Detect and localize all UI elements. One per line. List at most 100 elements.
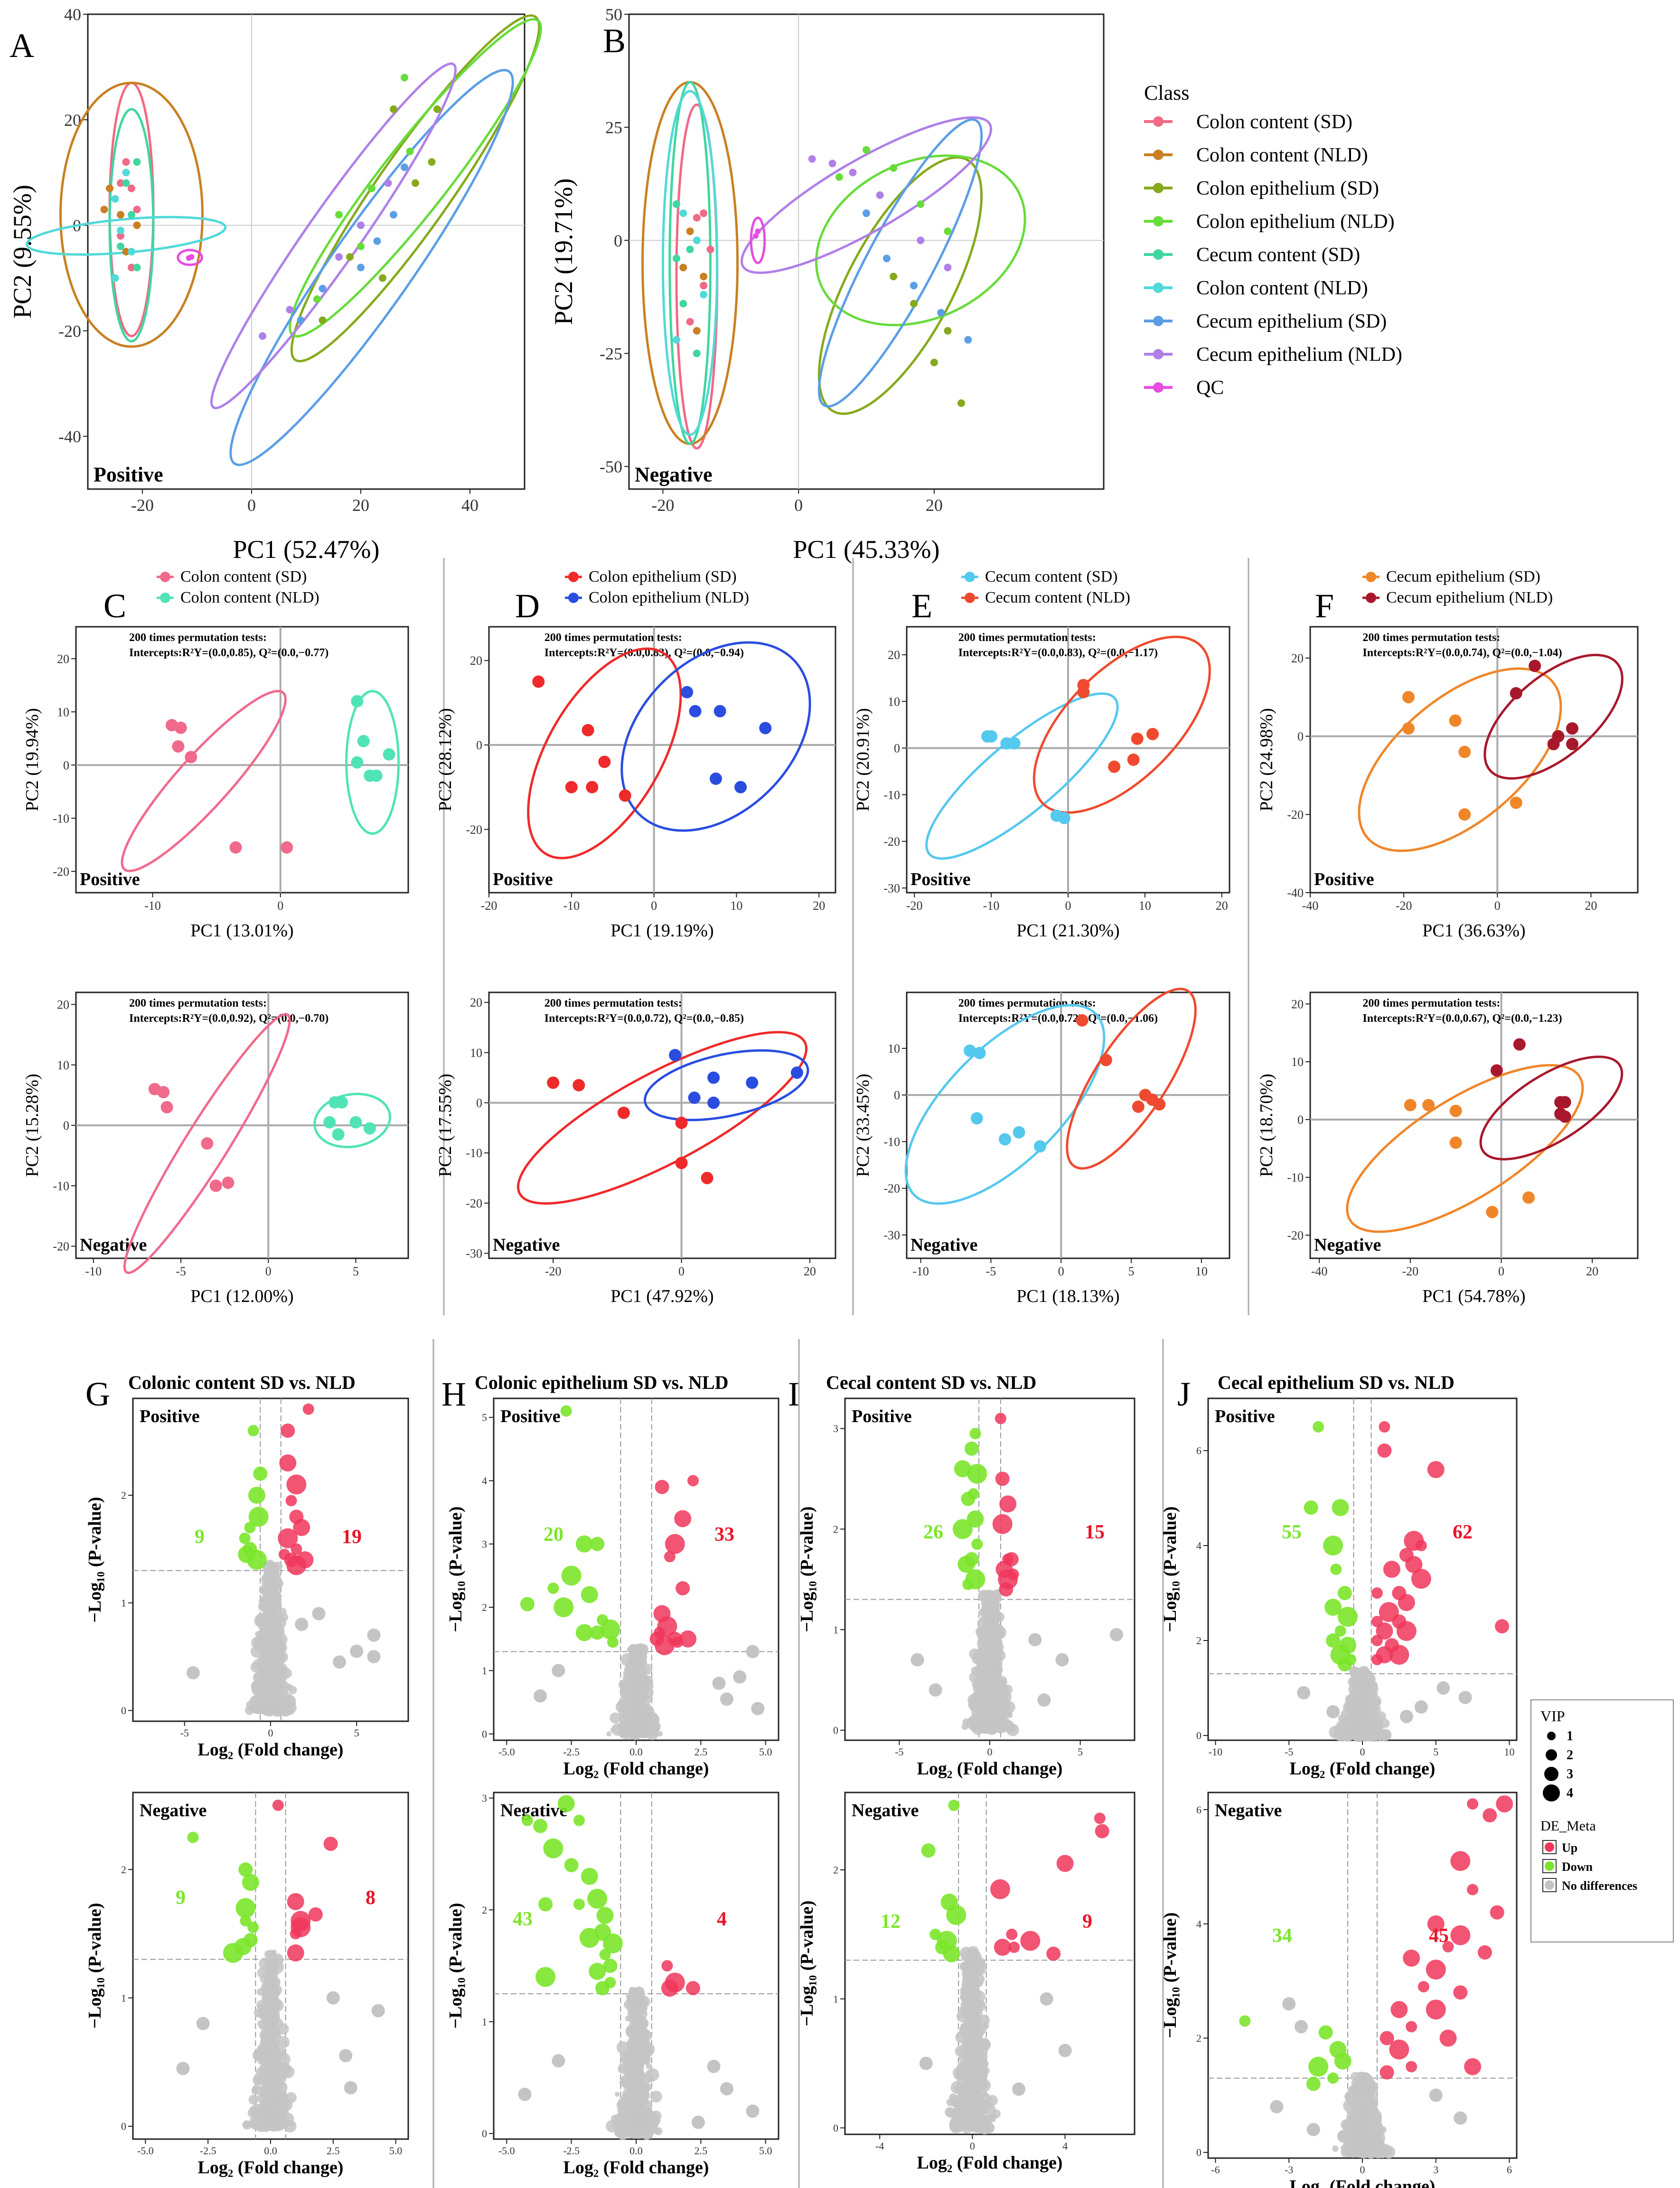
confidence-ellipse	[123, 1013, 291, 1274]
up-point	[995, 1471, 1010, 1486]
legend-item-label: Cecum content (NLD)	[985, 589, 1130, 606]
nodiff-point	[746, 1645, 760, 1659]
x-tick-label: 0.0	[629, 1746, 643, 1758]
mode-label: Negative	[493, 1235, 560, 1255]
plot-frame	[844, 1792, 1136, 2135]
nodiff-point	[270, 2031, 278, 2039]
plot-panel-volcano-13: -5.0 -2.5 0.0 2.5 5.0 0 1 2 3 Log₂ (Fold change) −…	[446, 1792, 779, 2178]
nodiff-point	[976, 2057, 987, 2069]
nodiff-point	[614, 2092, 620, 2097]
legend-key-dot	[160, 572, 170, 582]
up-point	[1483, 1808, 1497, 1823]
down-point	[575, 1624, 593, 1641]
nodiff-point	[641, 1704, 652, 1715]
x-axis-label: Log₂ (Fold change)	[563, 2158, 709, 2178]
legend-item-label: Cecum content (SD)	[1196, 244, 1360, 266]
data-point	[401, 163, 408, 171]
y-tick-label: -30	[883, 1228, 900, 1242]
y-tick-label: 4	[1196, 1540, 1201, 1552]
permutation-title: 200 times permutation tests:	[129, 997, 267, 1009]
nodiff-point	[968, 1717, 973, 1722]
down-point	[954, 1460, 971, 1478]
down-count: 9	[176, 1887, 186, 1909]
y-tick-label: 0	[614, 231, 622, 250]
data-point	[1402, 722, 1415, 735]
y-axis-label: PC2 (18.70%)	[1257, 1074, 1276, 1177]
x-tick-label: -10	[1209, 1746, 1222, 1758]
data-point	[1404, 1099, 1417, 1112]
x-tick-label: -10	[563, 899, 580, 913]
permutation-title: 200 times permutation tests:	[129, 632, 267, 644]
y-tick-label: 0	[894, 742, 900, 755]
x-tick-label: 5	[1433, 1746, 1438, 1758]
up-point	[1371, 1654, 1383, 1665]
data-point	[157, 1086, 170, 1098]
data-point	[122, 248, 130, 255]
x-tick-label: -2.5	[200, 2145, 216, 2157]
nodiff-point	[295, 1618, 309, 1631]
y-tick-label: 4	[482, 1475, 487, 1487]
up-point	[279, 1454, 297, 1471]
nodiff-point	[267, 1954, 279, 1966]
legend-key-dot	[1153, 283, 1164, 293]
data-point	[1131, 732, 1144, 745]
data-point	[688, 1091, 701, 1104]
data-point	[351, 695, 364, 707]
nodiff-point	[1270, 2100, 1284, 2113]
x-tick-label: 20	[1586, 1264, 1598, 1278]
down-point	[1330, 1564, 1342, 1575]
legend-item-label: Colon content (NLD)	[1196, 277, 1368, 299]
data-point	[1558, 1096, 1571, 1109]
nodiff-point	[1282, 1997, 1296, 2011]
y-tick-label: -10	[1287, 1171, 1304, 1185]
up-point	[285, 1495, 297, 1507]
x-tick-label: 0	[268, 1727, 273, 1739]
y-tick-label: 10	[470, 1046, 482, 1060]
nodiff-point	[262, 1645, 272, 1655]
up-point	[1467, 1798, 1479, 1810]
up-point	[1383, 1561, 1400, 1578]
data-point	[686, 245, 694, 254]
legend-item-label: Colon epithelium (NLD)	[589, 589, 749, 606]
panel-letter-c: C	[103, 587, 126, 625]
data-point	[1108, 760, 1121, 773]
down-point	[962, 1578, 974, 1590]
down-point	[590, 1537, 605, 1551]
nodiff-point	[635, 2005, 645, 2015]
down-point	[240, 1915, 252, 1927]
confidence-ellipse	[750, 217, 766, 264]
up-point	[278, 1528, 298, 1548]
nodiff-point	[910, 1653, 924, 1667]
data-point	[693, 214, 701, 222]
data-point	[106, 184, 113, 192]
down-point	[1332, 1499, 1349, 1516]
x-tick-label: 0	[651, 899, 657, 913]
down-point	[554, 1597, 574, 1617]
up-point	[1006, 1928, 1018, 1940]
y-tick-label: -30	[466, 1247, 482, 1261]
panel-letter-i: I	[788, 1375, 799, 1413]
data-point	[808, 155, 816, 163]
data-point	[755, 228, 761, 235]
confidence-ellipse	[121, 689, 287, 872]
x-tick-label: -20	[1396, 899, 1412, 913]
nodiff-point	[1368, 2117, 1377, 2125]
data-point	[863, 146, 870, 154]
data-point	[133, 264, 141, 272]
down-point	[547, 1583, 559, 1594]
nodiff-point	[1370, 2146, 1377, 2152]
nodiff-point	[983, 1660, 989, 1666]
x-tick-label: 0	[1065, 899, 1071, 913]
up-point	[287, 1944, 304, 1962]
mode-label: Negative	[635, 463, 713, 486]
data-point	[1099, 1054, 1112, 1066]
nodiff-point	[953, 2122, 964, 2133]
data-point	[1402, 691, 1415, 704]
x-tick-label: -3	[1285, 2164, 1293, 2176]
y-tick-label: -40	[1287, 886, 1304, 900]
legend-title: Class	[1144, 81, 1189, 104]
plot-frame	[488, 626, 836, 894]
nodiff-point	[986, 1617, 997, 1629]
up-point	[279, 1548, 290, 1560]
up-point	[287, 1893, 304, 1910]
